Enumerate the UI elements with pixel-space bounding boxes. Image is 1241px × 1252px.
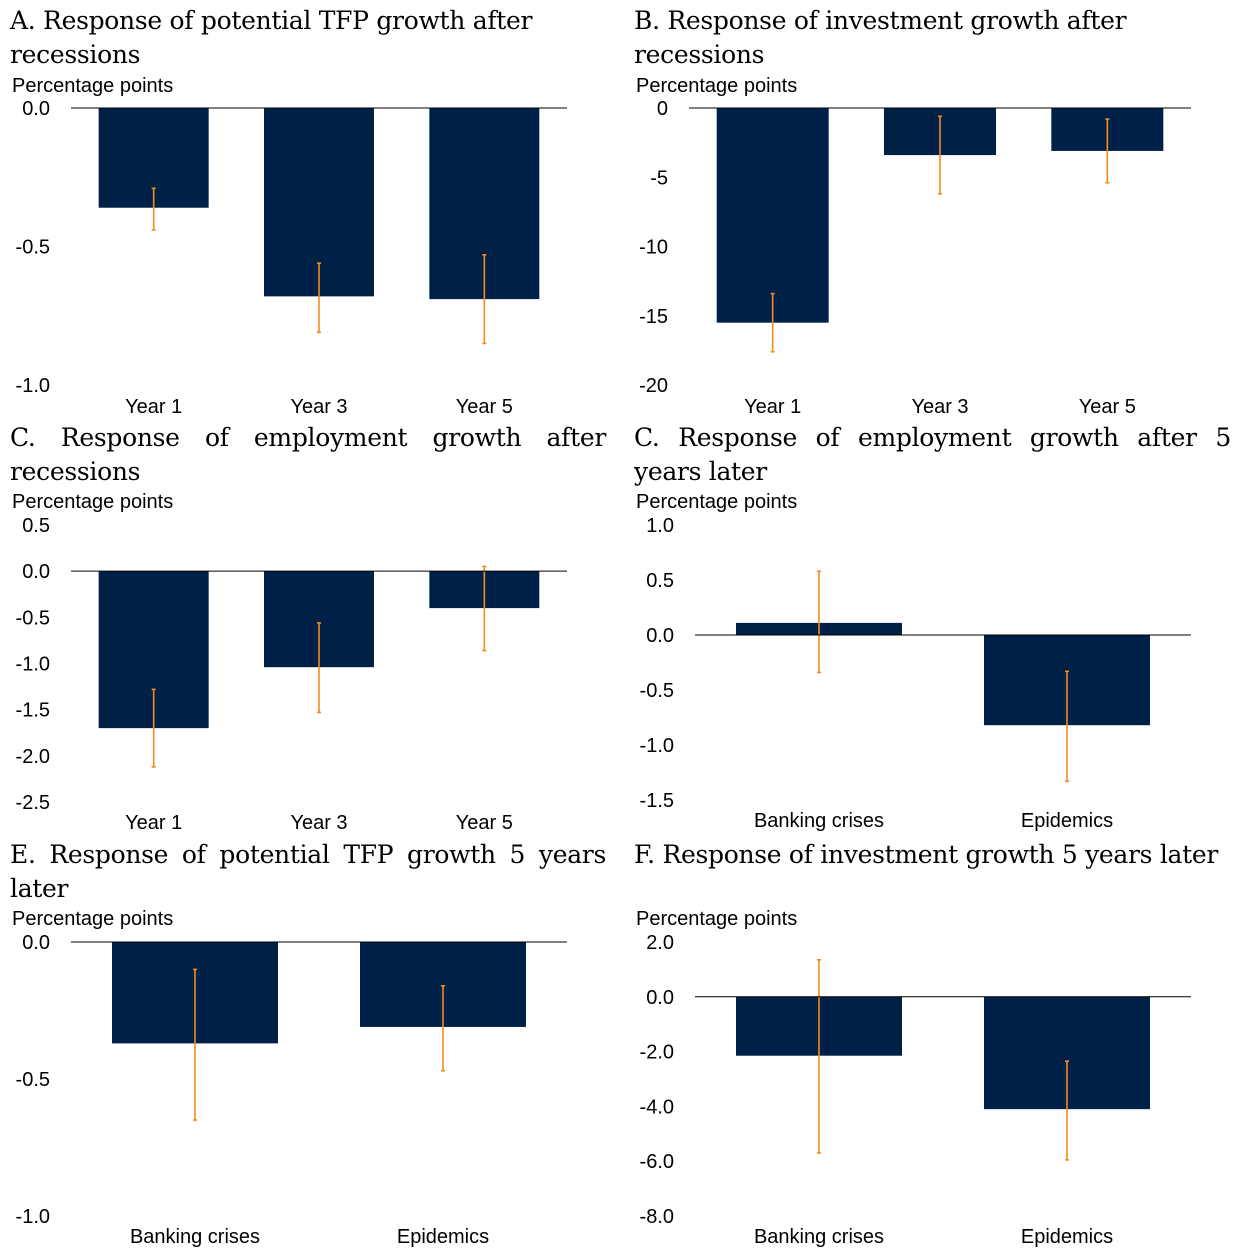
y-tick-label: -10 bbox=[639, 237, 668, 259]
y-axis-label: Percentage points bbox=[636, 908, 798, 930]
bar bbox=[716, 108, 829, 323]
category-label: Banking crises bbox=[130, 1226, 260, 1248]
y-tick-label: -0.5 bbox=[16, 237, 50, 259]
chart-f-svg: 2.0 0.0 -2.0 -4.0 -6.0 -8.0 Banking crises Epid… bbox=[640, 932, 1191, 1248]
category-label: Year 1 bbox=[125, 396, 182, 418]
chart-e-svg: 0.0 -0.5 -1.0 Banking crises Epidemics bbox=[16, 932, 567, 1248]
y-tick-label: -1.0 bbox=[16, 375, 50, 397]
chart-a-svg: 0.0 -0.5 -1.0 Year 1 Year 3 Year 5 bbox=[16, 98, 567, 418]
y-tick-label: 0.5 bbox=[646, 570, 674, 592]
category-label: Banking crises bbox=[754, 810, 884, 832]
y-tick-label: -15 bbox=[639, 306, 668, 328]
y-tick-label: -2.0 bbox=[640, 1042, 674, 1064]
category-label: Year 3 bbox=[911, 396, 968, 418]
panel-d: C. Response of employment growth after 5… bbox=[634, 421, 1231, 835]
y-tick-label: 0.0 bbox=[22, 98, 50, 120]
category-label: Epidemics bbox=[1021, 810, 1113, 832]
category-label: Year 5 bbox=[1079, 396, 1136, 418]
chart-c-svg: 0.5 0.0 -0.5 -1.0 -1.5 -2.0 -2.5 Year 1 Year 3 Ye… bbox=[16, 515, 567, 834]
y-tick-label: 0.0 bbox=[22, 932, 50, 954]
category-label: Year 5 bbox=[456, 812, 513, 834]
y-tick-label: 2.0 bbox=[646, 932, 674, 954]
category-label: Epidemics bbox=[397, 1226, 489, 1248]
y-tick-label: -2.5 bbox=[16, 792, 50, 814]
y-axis-label: Percentage points bbox=[636, 491, 798, 513]
category-label: Year 1 bbox=[125, 812, 182, 834]
category-label: Banking crises bbox=[754, 1226, 884, 1248]
panel-c: C. Response of employment growth after r… bbox=[10, 421, 606, 835]
y-tick-label: -8.0 bbox=[640, 1206, 674, 1228]
y-tick-label: -6.0 bbox=[640, 1151, 674, 1173]
chart-title: C. Response of employment growth after r… bbox=[10, 423, 606, 486]
y-tick-label: 0.0 bbox=[646, 625, 674, 647]
category-label: Year 5 bbox=[456, 396, 513, 418]
y-tick-label: -0.5 bbox=[16, 1069, 50, 1091]
y-axis-label: Percentage points bbox=[12, 908, 174, 930]
chart-title: E. Response of potential TFP growth 5 ye… bbox=[10, 840, 606, 903]
y-tick-label: -1.0 bbox=[16, 654, 50, 676]
y-tick-label: 0.5 bbox=[22, 515, 50, 537]
y-tick-label: -2.0 bbox=[16, 746, 50, 768]
panel-f: F. Response of investment growth 5 years… bbox=[634, 838, 1234, 1252]
y-tick-label: -20 bbox=[639, 375, 668, 397]
y-tick-label: 1.0 bbox=[646, 515, 674, 537]
chart-title: B. Response of investment growth after r… bbox=[634, 6, 1127, 69]
panel-a: A. Response of potential TFP growth afte… bbox=[10, 4, 575, 418]
y-axis-label: Percentage points bbox=[636, 75, 798, 97]
category-label: Epidemics bbox=[1021, 1226, 1113, 1248]
y-axis-label: Percentage points bbox=[12, 491, 174, 513]
category-label: Year 1 bbox=[744, 396, 801, 418]
chart-title: A. Response of potential TFP growth afte… bbox=[10, 6, 533, 69]
category-label: Year 3 bbox=[290, 396, 347, 418]
y-tick-label: -1.5 bbox=[16, 700, 50, 722]
chart-title: F. Response of investment growth 5 years… bbox=[634, 840, 1219, 869]
y-tick-label: -1.5 bbox=[640, 790, 674, 812]
y-tick-label: -0.5 bbox=[640, 680, 674, 702]
y-tick-label: -0.5 bbox=[16, 607, 50, 629]
y-tick-label: -1.0 bbox=[16, 1206, 50, 1228]
y-tick-label: -1.0 bbox=[640, 735, 674, 757]
panel-b: B. Response of investment growth after r… bbox=[634, 4, 1234, 418]
chart-b-svg: 0 -5 -10 -15 -20 Year 1 Year 3 Year 5 bbox=[639, 98, 1191, 418]
y-tick-label: -4.0 bbox=[640, 1096, 674, 1118]
y-tick-label: 0.0 bbox=[22, 561, 50, 583]
category-label: Year 3 bbox=[290, 812, 347, 834]
y-tick-label: 0 bbox=[657, 98, 668, 120]
panel-e: E. Response of potential TFP growth 5 ye… bbox=[10, 838, 606, 1252]
chart-title: C. Response of employment growth after 5… bbox=[634, 423, 1231, 486]
chart-d-svg: 1.0 0.5 0.0 -0.5 -1.0 -1.5 Banking crises Epide… bbox=[640, 515, 1191, 832]
y-axis-label: Percentage points bbox=[12, 75, 174, 97]
y-tick-label: -5 bbox=[650, 167, 668, 189]
y-tick-label: 0.0 bbox=[646, 987, 674, 1009]
